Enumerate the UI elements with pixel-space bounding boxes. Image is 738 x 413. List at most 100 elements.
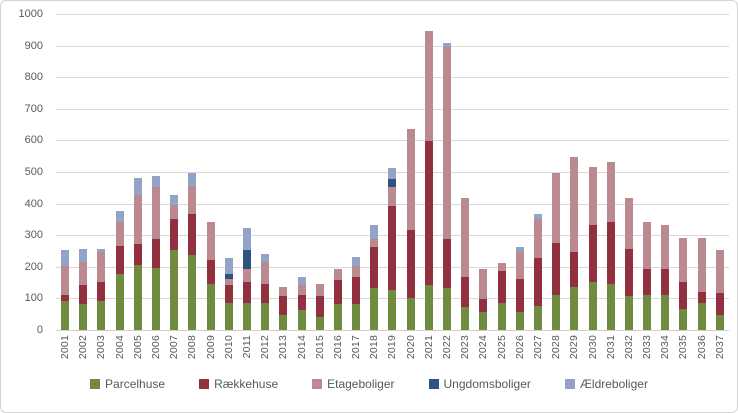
x-slot: 2032 [620, 333, 638, 371]
x-tick-label: 2003 [95, 335, 108, 360]
x-tick-label: 2037 [713, 335, 726, 360]
bar-segment-rækkehuse [242, 282, 251, 303]
bar-segment-parcelhuse [333, 304, 342, 331]
x-slot: 2004 [111, 333, 129, 371]
x-slot: 2036 [693, 333, 711, 371]
bar-segment-etageboliger [443, 46, 452, 240]
bar-segment-etageboliger [170, 204, 179, 219]
x-tick-label: 2027 [531, 335, 544, 360]
bar-segment-rækkehuse [279, 296, 288, 316]
bar-segment-ældreboliger [261, 253, 270, 262]
bar-segment-rækkehuse [479, 299, 488, 313]
bar-segment-ældreboliger [188, 173, 197, 186]
gridline [56, 77, 729, 79]
bar-segment-etageboliger [61, 266, 70, 295]
x-slot: 2025 [493, 333, 511, 371]
bar-slot [638, 15, 656, 331]
bar-2028 [552, 173, 561, 331]
bar-segment-rækkehuse [388, 206, 397, 290]
legend-label: Parcelhuse [105, 377, 166, 391]
bar-segment-ældreboliger [533, 214, 542, 219]
bar-slot [238, 15, 256, 331]
bar-segment-etageboliger [424, 30, 433, 142]
bar-segment-rækkehuse [370, 247, 379, 289]
bar-2012 [261, 253, 270, 331]
x-slot: 2021 [420, 333, 438, 371]
bar-segment-ældreboliger [370, 225, 379, 240]
bar-segment-parcelhuse [588, 282, 597, 331]
bar-slot [311, 15, 329, 331]
bar-segment-etageboliger [406, 128, 415, 230]
legend-label: Ældreboliger [579, 377, 648, 391]
bar-segment-etageboliger [188, 185, 197, 215]
bar-segment-rækkehuse [352, 277, 361, 305]
bar-slot [674, 15, 692, 331]
bar-segment-parcelhuse [97, 300, 106, 331]
bar-2032 [624, 198, 633, 331]
bar-segment-ældreboliger [115, 210, 124, 222]
bar-slot [92, 15, 110, 331]
x-tick-label: 2033 [641, 335, 654, 360]
x-tick-label: 2023 [459, 335, 472, 360]
legend-swatch-icon [199, 379, 210, 389]
bar-2015 [315, 283, 324, 331]
gridline [56, 140, 729, 142]
x-slot: 2013 [274, 333, 292, 371]
bar-segment-etageboliger [352, 266, 361, 278]
x-tick-label: 2035 [677, 335, 690, 360]
bar-segment-ældreboliger [297, 277, 306, 286]
bar-segment-rækkehuse [224, 285, 233, 303]
bars-row [56, 15, 729, 331]
bar-slot [511, 15, 529, 331]
bar-2027 [533, 214, 542, 331]
bar-segment-ældreboliger [133, 177, 142, 196]
bar-segment-ældreboliger [443, 43, 452, 47]
bar-segment-parcelhuse [152, 267, 161, 331]
x-slot: 2034 [656, 333, 674, 371]
x-tick-label: 2020 [404, 335, 417, 360]
bar-segment-rækkehuse [297, 294, 306, 311]
legend-item-rækkehuse: Rækkehuse [199, 377, 278, 391]
bar-segment-rækkehuse [715, 293, 724, 316]
legend-item-ungdomsboliger: Ungdomsboliger [428, 377, 531, 391]
bar-segment-etageboliger [279, 286, 288, 297]
legend-item-ældreboliger: Ældreboliger [564, 377, 648, 391]
bar-segment-ungdomsboliger [224, 274, 233, 279]
x-tick-label: 2022 [441, 335, 454, 360]
y-tick-label: 900 [24, 39, 43, 52]
y-axis: 0 100 200 300 400 500 600 700 800 900 1000 [1, 9, 49, 336]
bar-2019 [388, 168, 397, 331]
bar-2030 [588, 166, 597, 331]
x-tick-label: 2006 [150, 335, 163, 360]
bar-segment-rækkehuse [679, 282, 688, 309]
bar-2020 [406, 128, 415, 331]
bar-segment-ældreboliger [61, 250, 70, 267]
bar-segment-rækkehuse [570, 252, 579, 287]
bar-segment-ungdomsboliger [242, 250, 251, 270]
bar-slot [493, 15, 511, 331]
bar-slot [620, 15, 638, 331]
bar-2033 [643, 222, 652, 331]
bar-segment-ældreboliger [515, 247, 524, 253]
bar-segment-etageboliger [570, 157, 579, 253]
bar-segment-parcelhuse [261, 302, 270, 331]
legend-label: Etageboliger [327, 377, 395, 391]
bar-segment-etageboliger [661, 225, 670, 270]
bar-segment-rækkehuse [115, 245, 124, 275]
bar-segment-etageboliger [643, 222, 652, 270]
bar-2035 [679, 237, 688, 331]
bar-segment-parcelhuse [315, 316, 324, 331]
bar-slot [711, 15, 729, 331]
legend-swatch-icon [564, 379, 575, 389]
x-tick-label: 2036 [695, 335, 708, 360]
legend-label: Ungdomsboliger [443, 377, 531, 391]
bar-segment-ældreboliger [242, 228, 251, 251]
x-slot: 2019 [383, 333, 401, 371]
bar-slot [74, 15, 92, 331]
x-tick-label: 2010 [222, 335, 235, 360]
bar-slot [583, 15, 601, 331]
bar-segment-etageboliger [206, 222, 215, 260]
bar-segment-ældreboliger [170, 195, 179, 205]
x-slot: 2001 [56, 333, 74, 371]
bar-segment-rækkehuse [515, 278, 524, 313]
